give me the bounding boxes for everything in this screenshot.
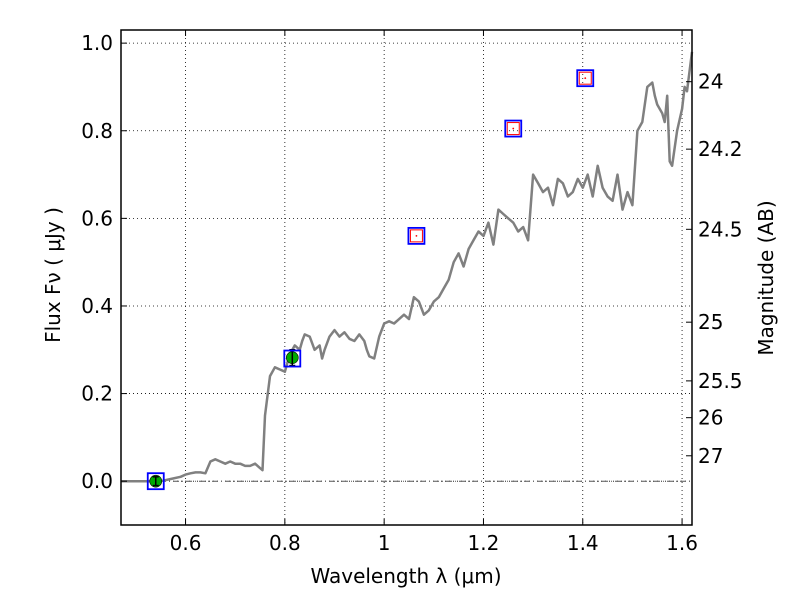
mag-tick-label: 24	[698, 70, 723, 94]
mag-tick-label: 27	[698, 444, 723, 468]
mag-tick-label: 25.5	[698, 369, 743, 393]
upper-limit-dot	[415, 234, 418, 237]
upper-limit-marker	[578, 71, 592, 85]
y-axis-label: Flux Fν ( μJy )	[41, 207, 65, 343]
y-tick-label: 0.0	[81, 469, 113, 493]
tick-layer: 0.6 0.8 1 1.2 1.4 1.6 0.0 0.2 0.4 0.6 0.8 1.0 24 24.2…	[81, 30, 743, 555]
mag-tick-label: 26	[698, 406, 723, 430]
x-axis-label: Wavelength λ (μm)	[310, 564, 501, 588]
upper-limit-marker	[409, 229, 423, 243]
model-point	[146, 472, 165, 491]
right-axis-label: Magnitude (AB)	[754, 200, 778, 355]
x-tick-label: 1.2	[468, 531, 500, 555]
y-tick-label: 0.8	[81, 119, 113, 143]
mag-tick-label: 24.5	[698, 217, 743, 241]
x-tick-label: 0.6	[170, 531, 202, 555]
y-tick-label: 0.2	[81, 382, 113, 406]
y-tick-label: 0.6	[81, 206, 113, 230]
y-tick-label: 0.4	[81, 294, 113, 318]
model-point	[504, 119, 523, 138]
x-tick-label: 1.4	[567, 531, 599, 555]
upper-limit-marker	[506, 122, 520, 136]
y-tick-label: 1.0	[81, 31, 113, 55]
sed-line	[121, 51, 694, 483]
grid-layer	[121, 30, 692, 525]
x-tick-label: 1.6	[666, 531, 698, 555]
model-point	[283, 349, 302, 368]
model-point	[407, 226, 426, 245]
mag-tick-label: 24.2	[698, 137, 743, 161]
data-layer	[121, 51, 694, 491]
upper-limit-dot	[584, 77, 587, 80]
x-tick-label: 0.8	[269, 531, 301, 555]
plot-frame	[120, 29, 693, 526]
model-point	[576, 69, 595, 88]
upper-limit-dot	[512, 127, 515, 130]
mag-tick-label: 25	[698, 310, 723, 334]
x-tick-label: 1	[378, 531, 391, 555]
